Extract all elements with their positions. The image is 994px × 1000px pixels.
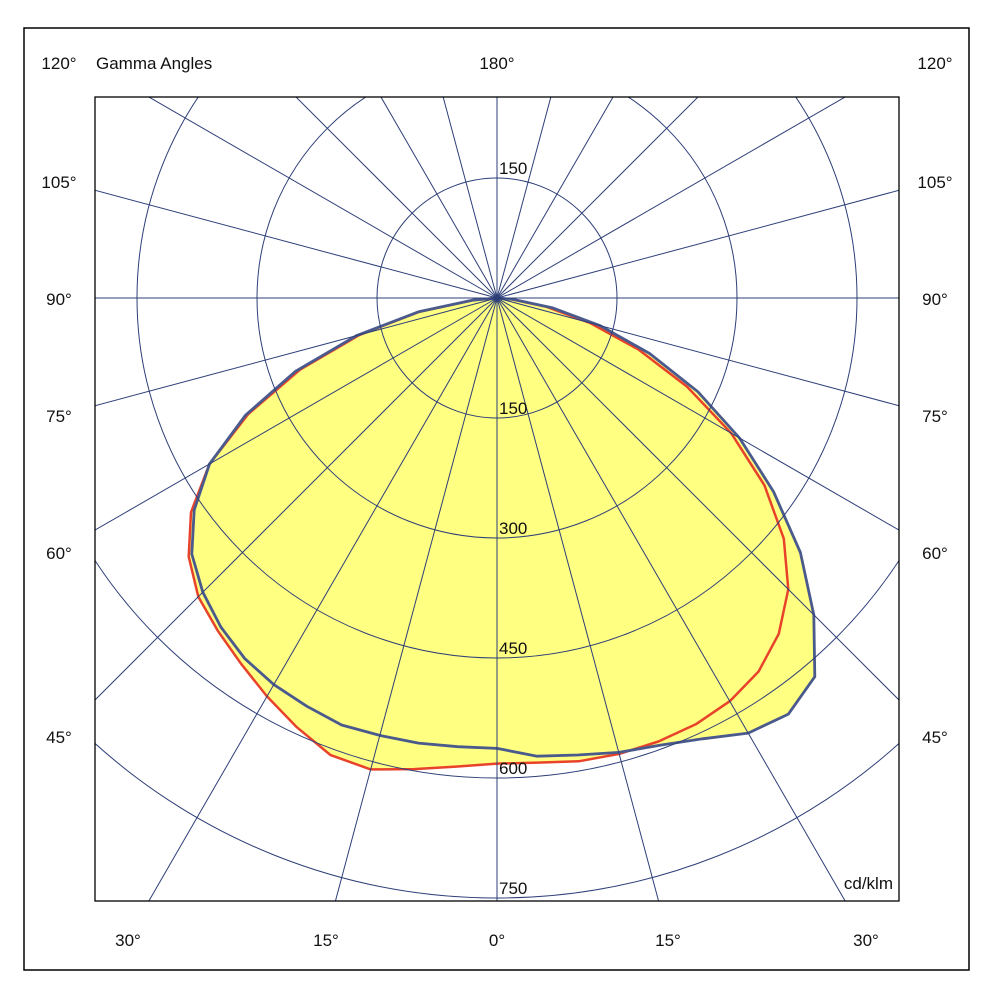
ring-label-lower-300: 300 — [499, 519, 527, 538]
spoke-15-left — [334, 297, 498, 901]
chart-title: Gamma Angles — [96, 54, 212, 73]
spoke-30-left — [148, 297, 498, 901]
spoke-165-right — [496, 97, 552, 299]
spoke-105-right — [496, 189, 899, 299]
angle-label-right-105: 105° — [917, 173, 952, 192]
angle-label-top-left: 120° — [41, 54, 76, 73]
spoke-150-right — [496, 97, 614, 299]
spoke-75-right — [496, 297, 899, 407]
spoke-135-left — [295, 97, 498, 299]
spoke-105-left — [95, 189, 498, 299]
ring-labels: 150 150 300 450 600 750 — [499, 159, 527, 898]
ring-label-lower-450: 450 — [499, 639, 527, 658]
angle-label-top-center: 180° — [479, 54, 514, 73]
plot-border — [94, 96, 900, 902]
angle-label-left-60: 60° — [46, 544, 72, 563]
angle-label-right-75: 75° — [922, 407, 948, 426]
unit-label: cd/klm — [844, 874, 893, 893]
intensity-curves — [187, 296, 817, 771]
angle-label-top-right: 120° — [917, 54, 952, 73]
spoke-150-left — [380, 97, 498, 299]
spoke-15-right — [496, 297, 660, 901]
spoke-120-left — [147, 97, 498, 299]
ring-label-upper-150: 150 — [499, 159, 527, 178]
ring-label-lower-600: 600 — [499, 759, 527, 778]
angle-label-bottom-30-right: 30° — [853, 931, 879, 950]
spoke-45-left — [95, 297, 498, 701]
angle-label-left-105: 105° — [41, 173, 76, 192]
angle-label-left-45: 45° — [46, 728, 72, 747]
angle-label-right-90: 90° — [922, 290, 948, 309]
intensity-fill-secondary — [188, 298, 789, 770]
angle-label-bottom-0: 0° — [489, 931, 505, 950]
angle-label-bottom-30-left: 30° — [115, 931, 141, 950]
spoke-135-right — [496, 97, 699, 299]
spoke-120-right — [496, 97, 847, 299]
angle-label-left-90: 90° — [46, 290, 72, 309]
angle-label-left-75: 75° — [46, 407, 72, 426]
angle-label-right-45: 45° — [922, 728, 948, 747]
spoke-45-right — [496, 297, 899, 701]
spoke-30-right — [496, 297, 846, 901]
ring-label-lower-750: 750 — [499, 879, 527, 898]
angle-label-bottom-15-left: 15° — [313, 931, 339, 950]
angle-label-bottom-15-right: 15° — [655, 931, 681, 950]
ring-label-lower-150: 150 — [499, 399, 527, 418]
spoke-60-right — [496, 297, 899, 531]
spoke-165-left — [442, 97, 498, 299]
spoke-75-left — [95, 297, 498, 407]
spoke-60-left — [95, 297, 498, 531]
angle-label-right-60: 60° — [922, 544, 948, 563]
